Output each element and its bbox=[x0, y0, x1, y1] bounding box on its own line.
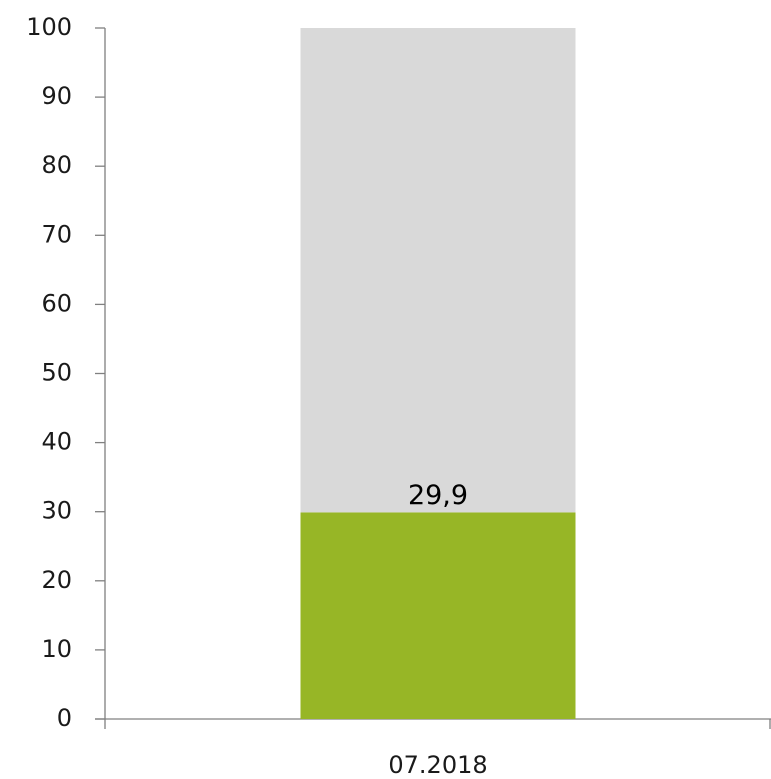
x-tick-label: 07.2018 bbox=[388, 751, 487, 779]
data-label: 29,9 bbox=[408, 480, 468, 511]
bar-segment bbox=[300, 512, 576, 719]
y-tick-label: 60 bbox=[41, 289, 72, 317]
y-tick-label: 80 bbox=[41, 151, 72, 179]
y-tick-label: 0 bbox=[57, 704, 72, 732]
bar-segment bbox=[300, 28, 576, 513]
y-tick-label: 40 bbox=[41, 428, 72, 456]
y-tick-label: 50 bbox=[41, 359, 72, 387]
y-tick-label: 100 bbox=[26, 13, 72, 41]
y-tick-label: 70 bbox=[41, 220, 72, 248]
y-tick-label: 20 bbox=[41, 566, 72, 594]
y-tick-label: 10 bbox=[41, 635, 72, 663]
y-tick-label: 90 bbox=[41, 82, 72, 110]
y-tick-label: 30 bbox=[41, 497, 72, 525]
